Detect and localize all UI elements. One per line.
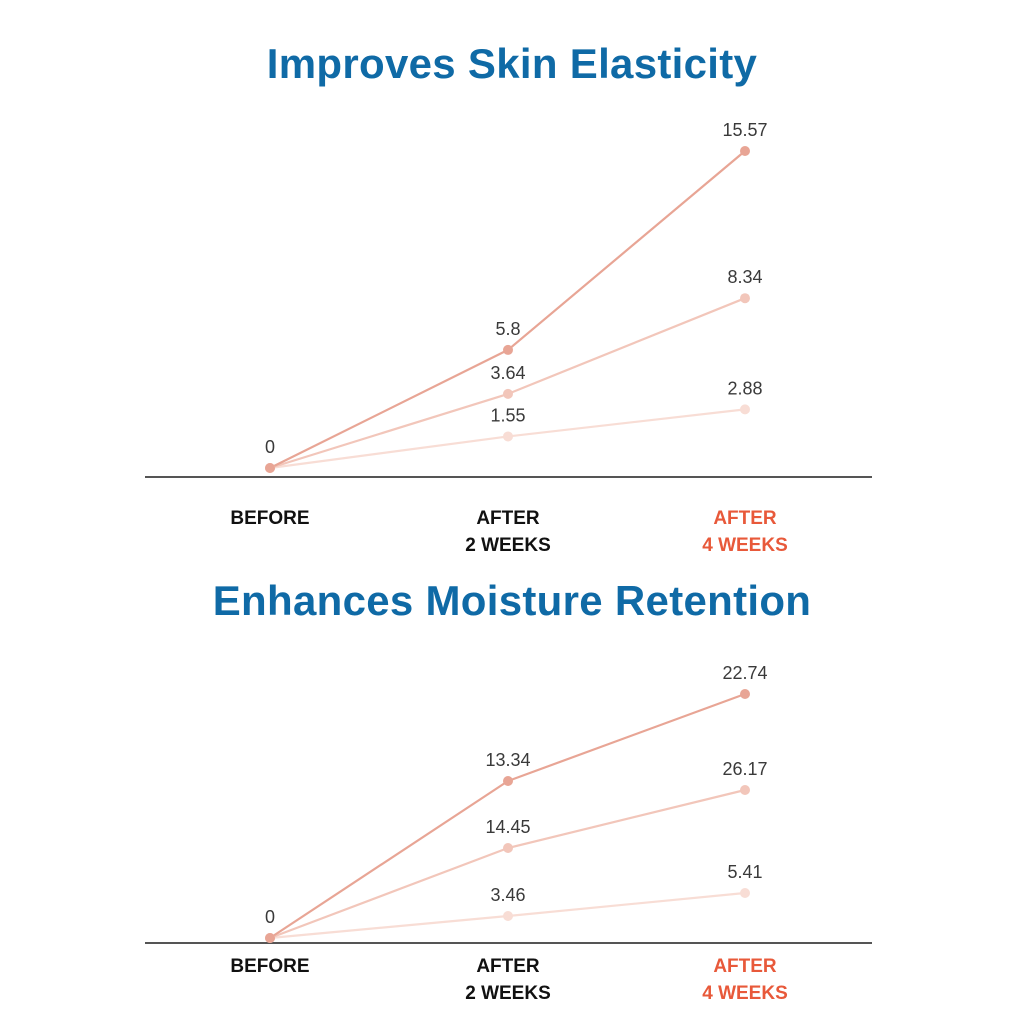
data-label: 0 [265,437,275,457]
data-point [740,888,750,898]
category-label-line: 2 WEEKS [465,983,551,1004]
data-label: 26.17 [722,759,767,779]
elasticity-chart-panel: Improves Skin Elasticity 0 5.8 15.57 3.64 8.… [145,40,872,559]
data-label: 5.41 [727,862,762,882]
data-point [503,911,513,921]
data-point [740,785,750,795]
data-label: 13.34 [485,750,530,770]
data-label: 8.34 [727,267,762,287]
data-point [265,933,275,943]
category-label-before: BEFORE [170,505,370,532]
data-point [503,431,513,442]
data-label: 2.88 [727,378,762,398]
data-label: 5.8 [495,319,520,339]
category-label-line: BEFORE [230,508,310,529]
data-point [503,388,513,399]
category-label-after-2-weeks: AFTER 2 WEEKS [408,953,608,1007]
category-label-line: 4 WEEKS [702,535,788,556]
category-label-before: BEFORE [170,953,370,980]
moisture-chart-panel: Enhances Moisture Retention 0 13.34 22.74 1… [0,560,1024,1024]
category-label-after-4-weeks: AFTER 4 WEEKS [645,505,845,559]
moisture-line-chart: 0 13.34 22.74 14.45 26.17 3.46 5.41 [145,663,872,944]
data-label: 14.45 [485,817,530,837]
data-label: 15.57 [722,120,767,140]
category-label-after-2-weeks: AFTER 2 WEEKS [408,505,608,559]
data-label: 3.46 [490,885,525,905]
data-point [503,843,513,853]
category-label-line: 4 WEEKS [702,983,788,1004]
data-point [740,404,750,415]
chart-title: Improves Skin Elasticity [266,40,758,87]
data-point [740,293,750,304]
data-label: 22.74 [722,663,767,683]
category-label-line: 2 WEEKS [465,535,551,556]
data-point [265,463,275,473]
data-point [503,776,513,786]
data-label: 1.55 [490,405,525,425]
data-label: 3.64 [490,363,525,383]
category-label-line: BEFORE [230,956,310,977]
data-point [503,344,513,355]
data-point [740,689,750,699]
category-label-line: AFTER [713,508,777,529]
category-label-line: AFTER [713,956,777,977]
category-label-line: AFTER [476,956,540,977]
data-point [740,146,750,156]
chart-title: Enhances Moisture Retention [212,577,812,624]
data-label: 0 [265,907,275,927]
category-label-line: AFTER [476,508,540,529]
elasticity-line-chart: 0 5.8 15.57 3.64 8.34 1.55 2.88 [145,120,872,478]
category-label-after-4-weeks: AFTER 4 WEEKS [645,953,845,1007]
